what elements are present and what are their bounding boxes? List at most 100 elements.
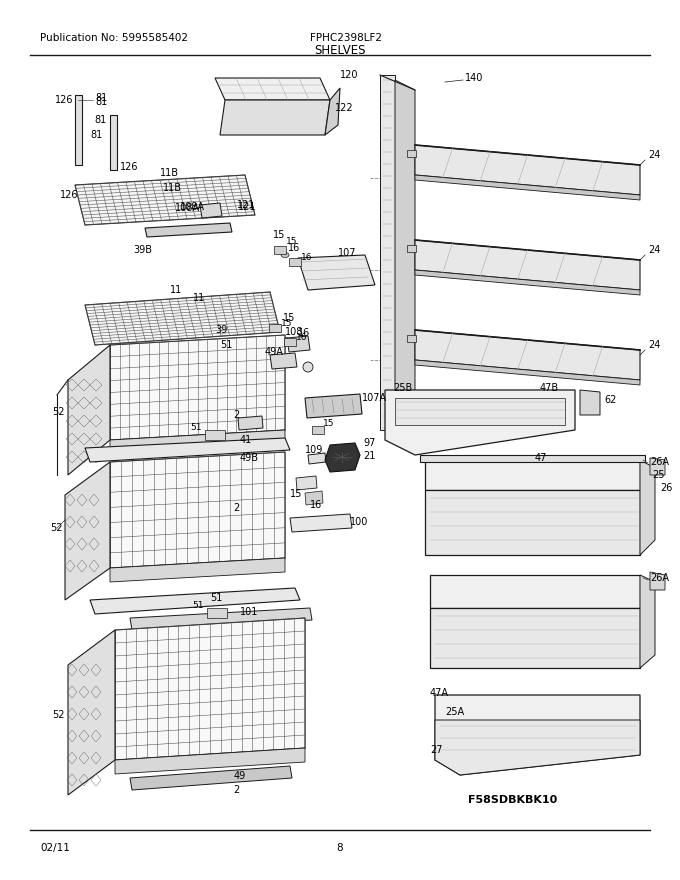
- Polygon shape: [130, 608, 312, 630]
- Text: 2: 2: [233, 503, 239, 513]
- Text: 16: 16: [301, 253, 313, 261]
- Text: 122: 122: [335, 103, 354, 113]
- Text: 62: 62: [604, 395, 616, 405]
- Polygon shape: [220, 100, 330, 135]
- Polygon shape: [580, 390, 600, 415]
- Text: 11B: 11B: [163, 183, 182, 193]
- Text: 126: 126: [55, 95, 73, 105]
- Text: 109: 109: [305, 445, 324, 455]
- Text: 51: 51: [220, 340, 233, 350]
- Circle shape: [76, 148, 80, 152]
- Text: 02/11: 02/11: [40, 843, 70, 853]
- Text: 15: 15: [283, 313, 295, 323]
- Text: 81: 81: [95, 93, 107, 103]
- Polygon shape: [415, 360, 640, 385]
- Ellipse shape: [281, 253, 289, 258]
- Text: 21: 21: [363, 451, 375, 461]
- Text: Publication No: 5995585402: Publication No: 5995585402: [40, 33, 188, 43]
- Text: 16: 16: [296, 333, 307, 341]
- Text: F58SDBKBK10: F58SDBKBK10: [468, 795, 557, 805]
- Text: 2: 2: [233, 785, 239, 795]
- Text: 126: 126: [60, 190, 78, 200]
- Polygon shape: [415, 330, 640, 380]
- Polygon shape: [415, 145, 640, 195]
- Text: 126: 126: [120, 162, 139, 172]
- Polygon shape: [130, 766, 292, 790]
- Text: 47: 47: [535, 453, 547, 463]
- Polygon shape: [650, 572, 665, 590]
- Polygon shape: [205, 430, 225, 440]
- Polygon shape: [110, 558, 285, 582]
- Text: 24: 24: [648, 150, 660, 160]
- Polygon shape: [90, 588, 300, 614]
- Text: 107A: 107A: [362, 393, 387, 403]
- Polygon shape: [274, 246, 286, 254]
- Text: 108: 108: [285, 327, 303, 337]
- Polygon shape: [650, 458, 665, 475]
- Text: FPHC2398LF2: FPHC2398LF2: [310, 33, 382, 43]
- Text: 27: 27: [430, 745, 443, 755]
- Text: 108A: 108A: [175, 203, 200, 213]
- Polygon shape: [308, 453, 326, 464]
- Polygon shape: [640, 460, 655, 555]
- Text: 121: 121: [238, 202, 256, 212]
- Polygon shape: [290, 514, 352, 532]
- Text: 25: 25: [652, 470, 664, 480]
- Polygon shape: [430, 608, 640, 668]
- Text: 15: 15: [290, 489, 303, 499]
- Text: 16: 16: [288, 243, 301, 253]
- Polygon shape: [65, 462, 110, 600]
- Polygon shape: [298, 255, 375, 290]
- Circle shape: [273, 326, 277, 331]
- Text: 49A: 49A: [265, 347, 284, 357]
- Polygon shape: [425, 460, 640, 490]
- Polygon shape: [68, 630, 115, 795]
- Polygon shape: [270, 353, 297, 369]
- Polygon shape: [85, 292, 280, 345]
- Text: 121: 121: [237, 200, 256, 210]
- Text: 108A: 108A: [180, 202, 205, 212]
- Text: 26A: 26A: [650, 457, 669, 467]
- Polygon shape: [380, 75, 395, 430]
- Text: 39: 39: [215, 325, 227, 335]
- Text: 11B: 11B: [160, 168, 179, 178]
- Polygon shape: [420, 455, 645, 462]
- Polygon shape: [110, 430, 285, 455]
- Text: 52: 52: [50, 523, 63, 533]
- Polygon shape: [115, 748, 305, 774]
- Circle shape: [76, 128, 80, 132]
- Text: 51: 51: [210, 593, 222, 603]
- Text: 140: 140: [465, 73, 483, 83]
- Polygon shape: [305, 394, 362, 418]
- Text: 26A: 26A: [650, 573, 669, 583]
- Polygon shape: [110, 335, 285, 440]
- Text: 24: 24: [648, 245, 660, 255]
- Polygon shape: [284, 338, 296, 346]
- Polygon shape: [75, 95, 82, 165]
- Text: 41: 41: [240, 435, 252, 445]
- Polygon shape: [407, 335, 416, 342]
- Text: 49B: 49B: [240, 453, 259, 463]
- Text: 120: 120: [340, 70, 358, 80]
- Text: 81: 81: [94, 115, 106, 125]
- Polygon shape: [200, 203, 222, 218]
- Text: 15: 15: [286, 238, 298, 246]
- Text: 8: 8: [337, 843, 343, 853]
- Circle shape: [76, 108, 80, 112]
- Text: 15: 15: [273, 230, 286, 240]
- Circle shape: [303, 362, 313, 372]
- Polygon shape: [145, 223, 232, 237]
- Text: 52: 52: [52, 710, 65, 720]
- Text: 107: 107: [338, 248, 356, 258]
- Text: SHELVES: SHELVES: [314, 43, 366, 56]
- Polygon shape: [325, 443, 360, 472]
- Polygon shape: [385, 390, 575, 455]
- Polygon shape: [287, 336, 310, 352]
- Text: 24: 24: [648, 340, 660, 350]
- Text: 47A: 47A: [430, 688, 449, 698]
- Polygon shape: [395, 398, 565, 425]
- Polygon shape: [312, 426, 324, 434]
- Text: 16: 16: [298, 328, 310, 338]
- Polygon shape: [269, 324, 281, 332]
- Text: 47B: 47B: [540, 383, 559, 393]
